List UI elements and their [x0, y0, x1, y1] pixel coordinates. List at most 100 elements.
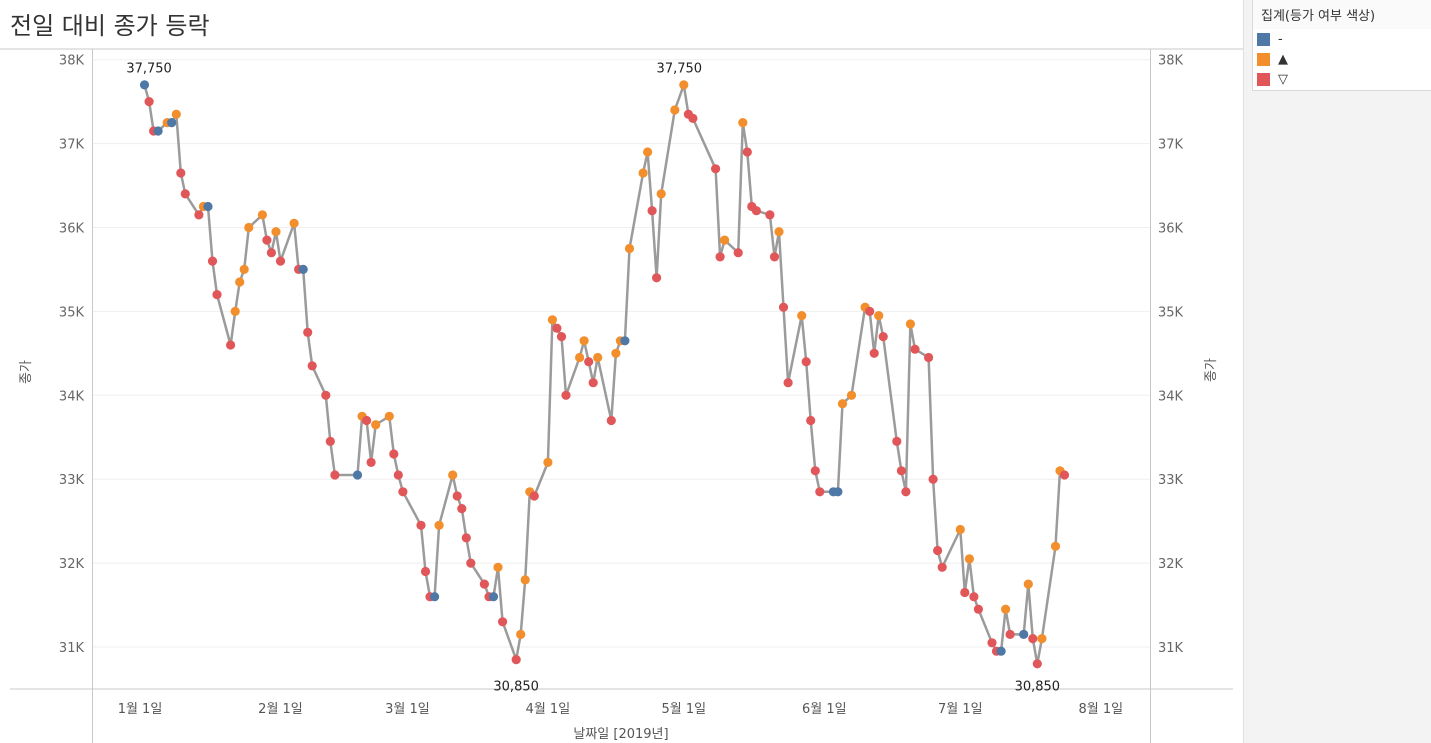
data-point[interactable]: [321, 390, 331, 400]
data-point[interactable]: [362, 415, 372, 426]
data-point[interactable]: [960, 587, 970, 598]
data-point[interactable]: [987, 638, 997, 648]
data-point[interactable]: [139, 80, 150, 90]
data-point[interactable]: [203, 201, 213, 212]
data-point[interactable]: [588, 378, 598, 388]
data-point[interactable]: [973, 604, 984, 614]
data-point[interactable]: [1050, 541, 1061, 551]
data-point[interactable]: [212, 290, 222, 300]
data-point[interactable]: [1001, 604, 1011, 614]
data-point[interactable]: [778, 302, 789, 312]
data-point[interactable]: [643, 147, 653, 157]
data-point[interactable]: [837, 399, 848, 409]
data-point[interactable]: [275, 256, 286, 266]
data-point[interactable]: [905, 319, 916, 329]
data-point[interactable]: [561, 390, 571, 400]
data-point[interactable]: [720, 235, 730, 245]
data-point[interactable]: [670, 105, 680, 115]
data-point[interactable]: [398, 487, 408, 497]
data-point[interactable]: [244, 222, 254, 233]
data-point[interactable]: [892, 436, 902, 446]
data-point[interactable]: [153, 126, 163, 136]
data-point[interactable]: [1037, 634, 1047, 644]
data-point[interactable]: [928, 474, 938, 484]
data-point[interactable]: [271, 227, 281, 237]
data-point[interactable]: [833, 487, 843, 497]
data-point[interactable]: [511, 655, 521, 665]
data-point[interactable]: [366, 457, 376, 467]
data-point[interactable]: [765, 210, 775, 220]
data-point[interactable]: [479, 579, 489, 589]
data-point[interactable]: [711, 164, 721, 174]
data-point[interactable]: [194, 210, 204, 220]
data-point[interactable]: [226, 340, 236, 350]
data-point[interactable]: [289, 218, 299, 228]
data-point[interactable]: [846, 390, 857, 400]
data-point[interactable]: [257, 210, 267, 220]
data-point[interactable]: [457, 504, 467, 514]
data-point[interactable]: [547, 315, 558, 325]
data-point[interactable]: [235, 277, 245, 287]
data-point[interactable]: [171, 109, 181, 119]
data-point[interactable]: [452, 491, 462, 501]
data-point[interactable]: [552, 323, 562, 333]
data-point[interactable]: [896, 466, 907, 476]
data-point[interactable]: [448, 470, 458, 480]
data-point[interactable]: [878, 332, 888, 342]
data-point[interactable]: [1023, 579, 1033, 589]
data-point[interactable]: [865, 306, 875, 316]
data-point[interactable]: [262, 235, 272, 245]
data-point[interactable]: [1005, 629, 1015, 640]
legend-item-down[interactable]: ▽: [1253, 69, 1431, 89]
data-point[interactable]: [207, 256, 218, 266]
data-point[interactable]: [774, 227, 784, 237]
data-point[interactable]: [815, 487, 825, 497]
data-point[interactable]: [652, 273, 662, 283]
data-point[interactable]: [307, 361, 317, 371]
data-point[interactable]: [167, 118, 177, 128]
data-point[interactable]: [620, 336, 630, 346]
data-point[interactable]: [239, 264, 249, 274]
data-point[interactable]: [371, 420, 381, 430]
data-point[interactable]: [266, 248, 276, 258]
data-point[interactable]: [924, 352, 934, 363]
data-point[interactable]: [937, 562, 947, 572]
data-point[interactable]: [520, 575, 530, 585]
data-point[interactable]: [783, 378, 793, 388]
data-point[interactable]: [488, 592, 499, 602]
data-point[interactable]: [1059, 470, 1070, 480]
data-point[interactable]: [611, 348, 621, 358]
data-point[interactable]: [420, 566, 431, 577]
data-point[interactable]: [466, 558, 476, 568]
data-point[interactable]: [330, 470, 340, 480]
data-point[interactable]: [384, 411, 394, 421]
data-point[interactable]: [303, 327, 313, 337]
data-point[interactable]: [434, 520, 444, 530]
data-point[interactable]: [543, 457, 553, 467]
data-point[interactable]: [493, 562, 503, 572]
data-point[interactable]: [1032, 659, 1042, 669]
data-point[interactable]: [593, 352, 603, 363]
data-point[interactable]: [325, 436, 335, 446]
data-point[interactable]: [769, 252, 780, 262]
data-point[interactable]: [964, 554, 975, 564]
data-point[interactable]: [742, 147, 752, 157]
data-point[interactable]: [298, 264, 308, 274]
data-point[interactable]: [416, 520, 426, 530]
data-point[interactable]: [679, 80, 689, 90]
data-point[interactable]: [352, 470, 363, 480]
data-point[interactable]: [393, 470, 403, 480]
data-point[interactable]: [1019, 629, 1029, 640]
data-point[interactable]: [647, 206, 657, 216]
data-point[interactable]: [575, 352, 585, 363]
data-point[interactable]: [933, 545, 943, 556]
data-point[interactable]: [389, 449, 399, 459]
legend-item-equal[interactable]: -: [1253, 29, 1431, 49]
data-point[interactable]: [810, 466, 820, 476]
data-point[interactable]: [910, 344, 920, 354]
data-point[interactable]: [751, 206, 762, 216]
data-point[interactable]: [584, 357, 594, 367]
data-point[interactable]: [638, 168, 648, 178]
data-point[interactable]: [529, 491, 539, 501]
legend-item-up[interactable]: ▲: [1253, 49, 1431, 69]
